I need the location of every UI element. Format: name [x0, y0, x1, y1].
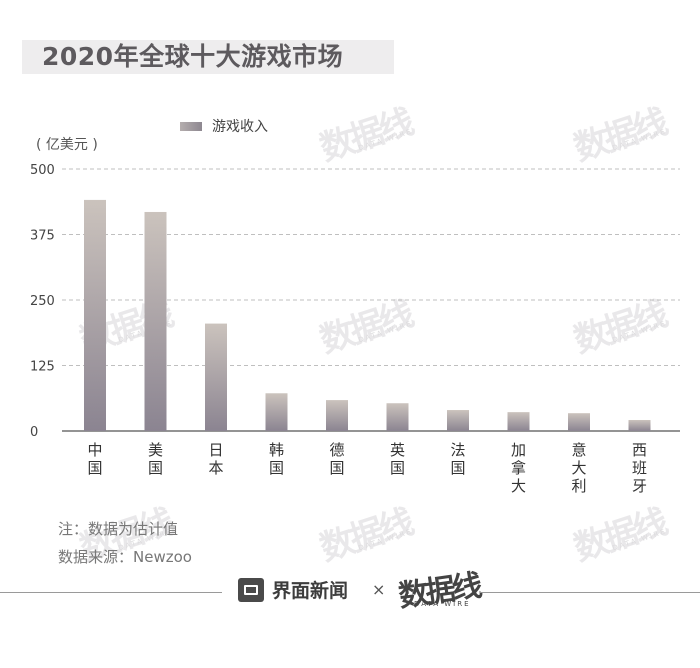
- legend-swatch: [180, 121, 202, 131]
- bar-1: [84, 199, 106, 431]
- x-tick-label: 韩国: [269, 441, 284, 477]
- bar-2: [144, 211, 167, 431]
- bar-10: [628, 419, 651, 431]
- x-tick-label: 中国: [87, 441, 102, 477]
- x-tick-label: 加拿大: [511, 441, 526, 495]
- x-tick-label: 德国: [329, 441, 344, 477]
- bar-9: [568, 413, 590, 431]
- x-tick-label: 法国: [450, 441, 465, 477]
- note-source: 数据来源：Newzoo: [58, 548, 192, 566]
- legend: 游戏收入: [180, 116, 268, 136]
- x-tick-label: 英国: [390, 441, 405, 477]
- brand-icon: [238, 577, 264, 602]
- bar-chart: 0 125 250 375 500 中国 美国 日本 韩国 德国 英国 法国 加拿大 意大利 西班牙: [30, 163, 680, 495]
- brand-logo: 界面新闻: [238, 576, 348, 603]
- bar-8: [507, 412, 530, 431]
- y-tick-label: 125: [30, 360, 55, 375]
- y-tick-label: 0: [30, 425, 38, 440]
- brand-name: 界面新闻: [272, 580, 349, 602]
- x-tick-label: 日本: [208, 441, 223, 477]
- x-tick-label: 美国: [148, 441, 163, 477]
- legend-label: 游戏收入: [212, 119, 268, 135]
- bar-4: [265, 393, 288, 431]
- partner-logo: 数据线 DATA WIRE: [396, 566, 481, 614]
- note-estimate: 注：数据为估计值: [58, 520, 179, 538]
- x-tick-label: 意大利: [571, 441, 586, 495]
- x-tick-label: 西班牙: [632, 441, 647, 495]
- chart-title: 2020年全球十大游戏市场: [42, 42, 344, 71]
- y-tick-label: 500: [30, 163, 55, 178]
- y-tick-label: 375: [30, 229, 55, 244]
- footer-divider-left: [0, 592, 222, 593]
- times-sign: ×: [372, 580, 386, 599]
- bar-7: [447, 410, 469, 431]
- y-axis-unit: ( 亿美元 ): [36, 137, 98, 153]
- bar-6: [386, 403, 409, 431]
- bar-5: [326, 400, 348, 431]
- title-background: [22, 40, 394, 74]
- bar-3: [205, 323, 227, 431]
- y-tick-label: 250: [30, 294, 55, 309]
- footer-divider-right: [480, 592, 700, 593]
- partner-subtitle: DATA WIRE: [414, 600, 471, 608]
